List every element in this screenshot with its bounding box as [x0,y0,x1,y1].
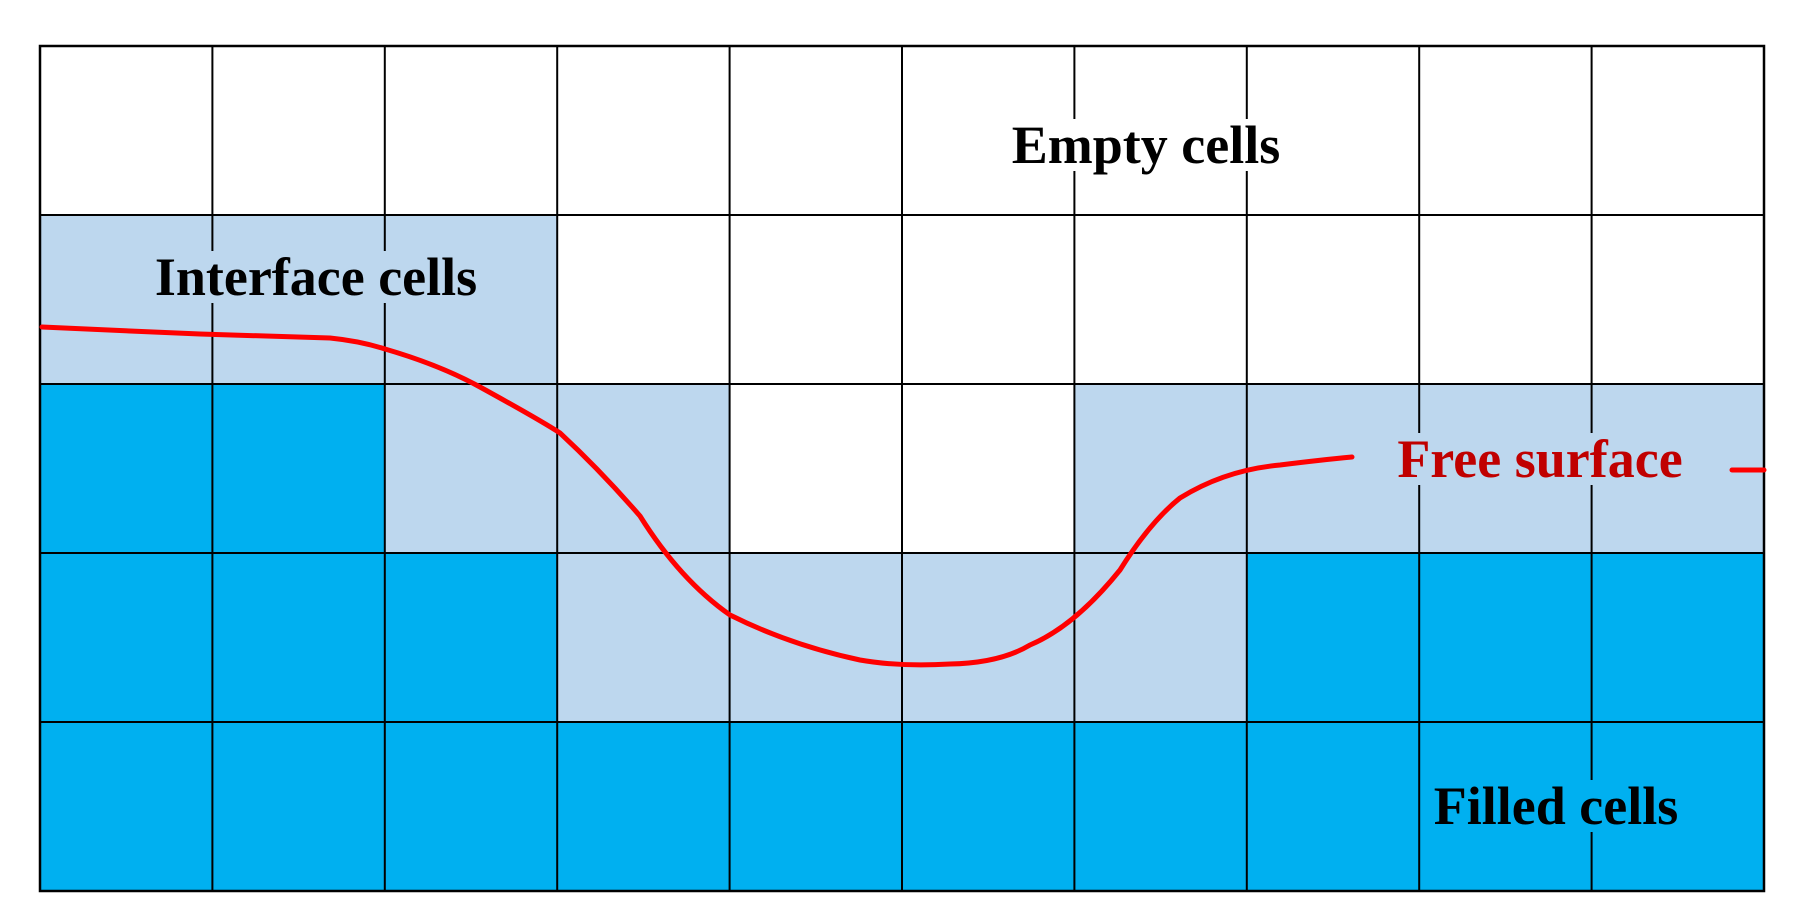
empty-cell [557,215,731,385]
empty-cell [40,46,213,216]
free-surface-label-background [1383,433,1697,485]
empty-cell [1074,215,1248,385]
filled-cell [1246,553,1420,723]
empty-cell [1419,215,1593,385]
empty-cell [212,46,386,216]
empty-cell [384,46,558,216]
filled-cell [212,553,386,723]
interface-cell [384,384,558,554]
empty-cell [1419,46,1593,216]
free-surface-curve [39,324,1355,668]
filled-cell [557,722,731,892]
empty-cell [729,215,903,385]
filled-cell [729,722,903,892]
interface-cell [1074,384,1248,554]
filled-cell [384,553,558,723]
filled-cell [1591,553,1765,723]
filled-cell [40,384,213,554]
empty-cell [557,46,731,216]
filled-cell [1419,553,1593,723]
filled-cell [902,722,1075,892]
empty-cells-label-background [1011,119,1281,171]
empty-cell [729,384,903,554]
filled-cell [384,722,558,892]
filled-cells-label: Filled cells [1434,776,1678,836]
interface-cells-label: Interface cells [155,247,477,307]
filled-cell [212,722,386,892]
interface-cell [729,553,903,723]
filled-cell [1246,722,1420,892]
empty-cell [1591,46,1765,216]
empty-cells-label: Empty cells [1012,115,1280,175]
interface-cells-label-background [154,251,478,303]
empty-cell [1591,215,1765,385]
interface-cell [557,553,731,723]
interface-cell [1074,553,1248,723]
free-surface-label: Free surface [1397,429,1682,489]
empty-cell [1246,215,1420,385]
filled-cell [40,722,213,892]
filled-cells-label-background [1433,780,1679,832]
filled-cell [212,384,386,554]
empty-cell [902,215,1075,385]
interface-cell [557,384,731,554]
filled-cell [1074,722,1248,892]
empty-cell [729,46,903,216]
empty-cell [902,384,1075,554]
filled-cell [40,553,213,723]
